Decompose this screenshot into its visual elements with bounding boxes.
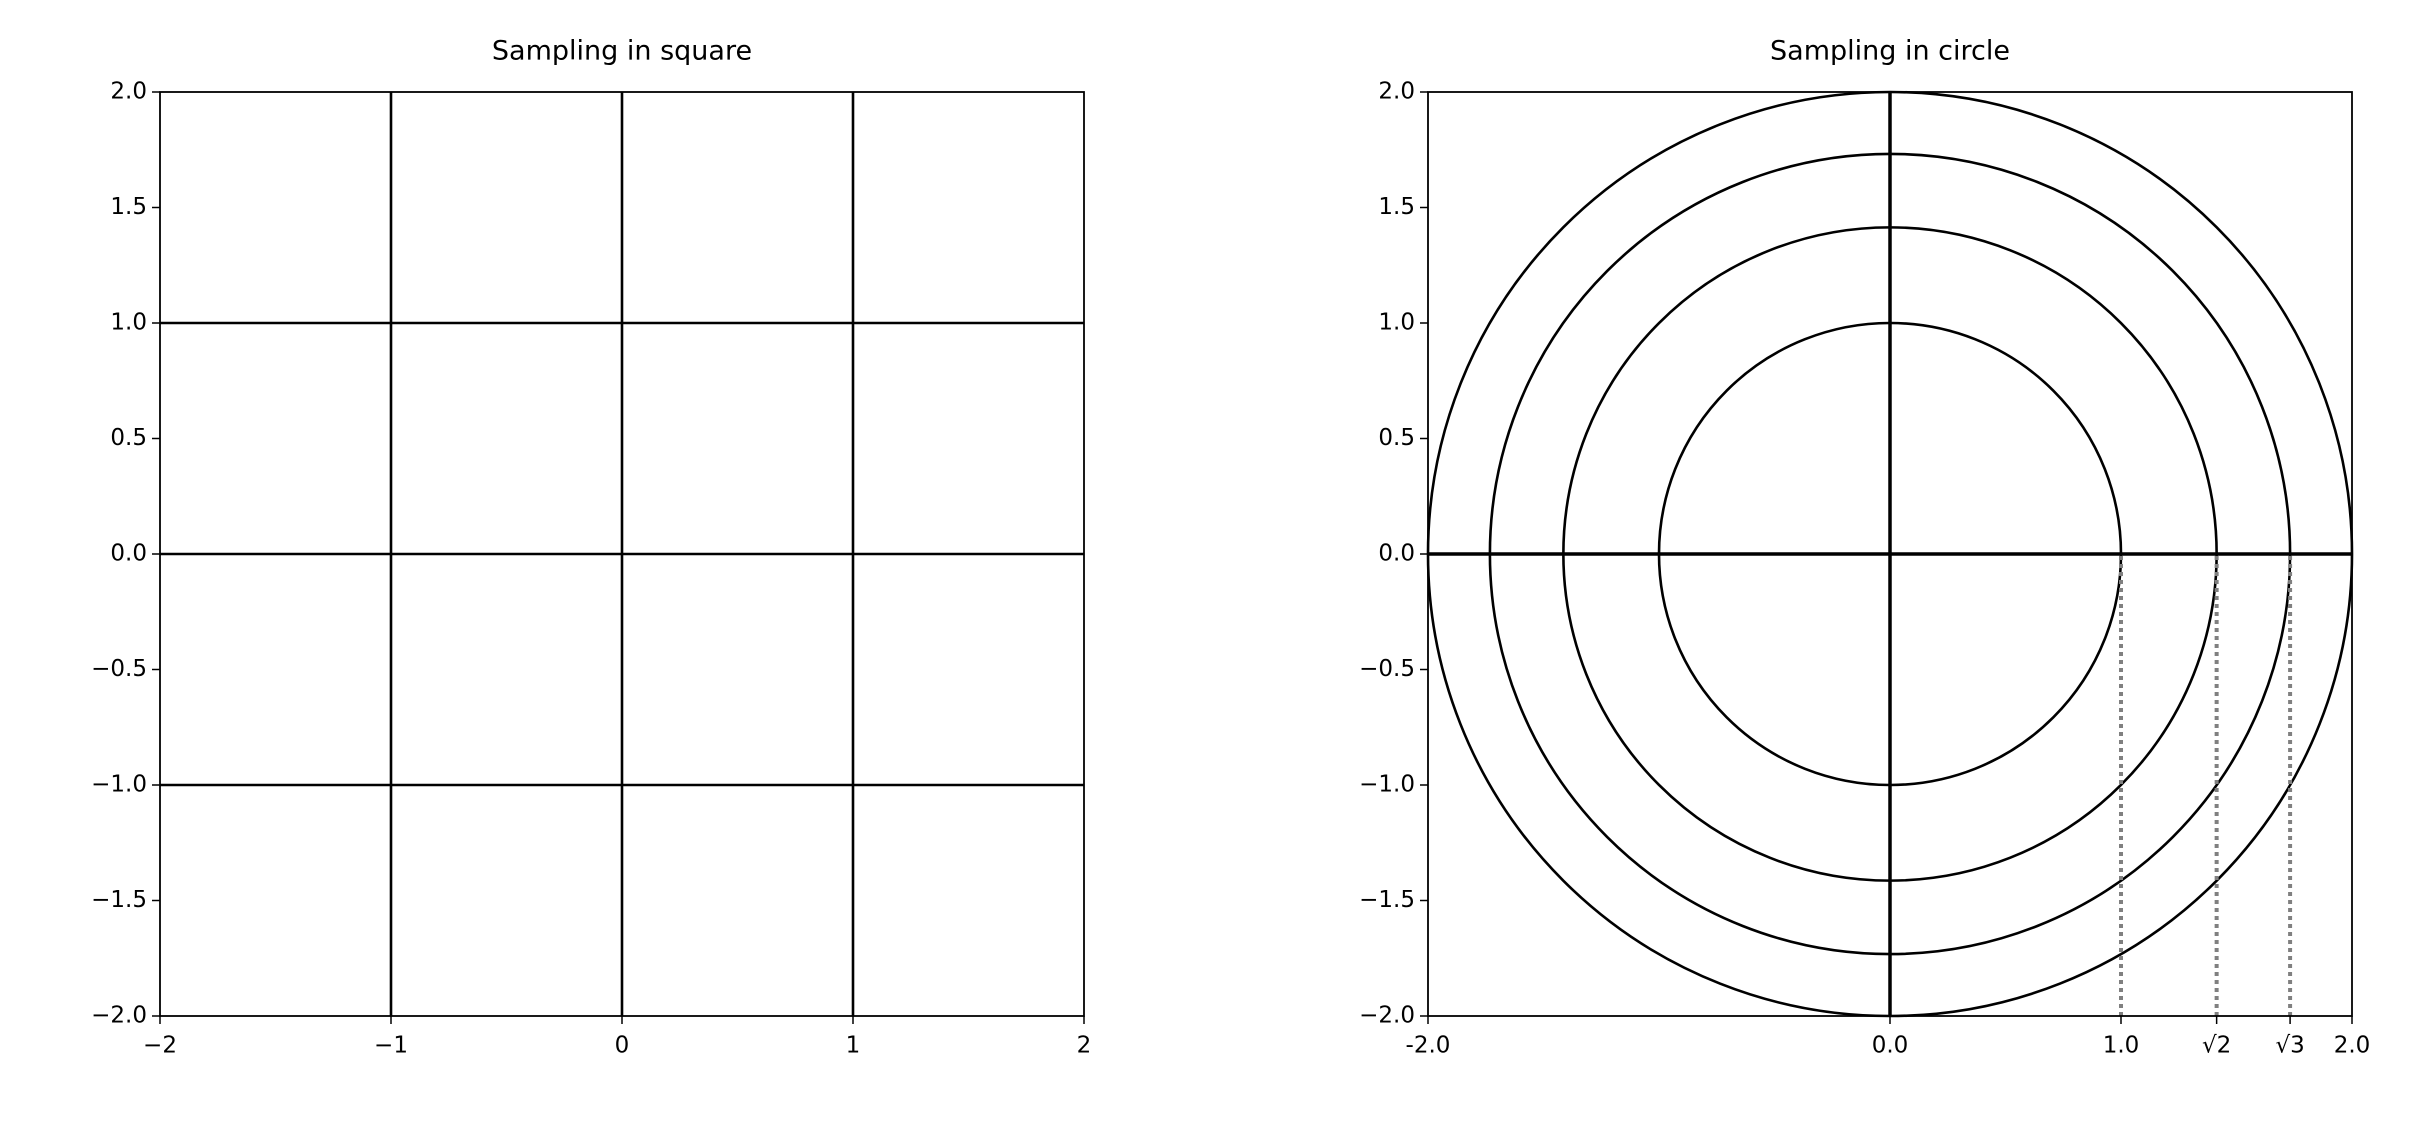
axes-frame bbox=[159, 91, 1085, 1017]
y-tick-label: −1.0 bbox=[91, 772, 147, 798]
x-tick-label: √2 bbox=[2202, 1033, 2231, 1059]
y-tick-label: 2.0 bbox=[1378, 79, 1415, 105]
y-tick-label: −2.0 bbox=[1359, 1003, 1415, 1029]
x-tick-label: 0.0 bbox=[1872, 1033, 1909, 1059]
y-tick-label: 0.5 bbox=[110, 425, 147, 451]
y-tick-label: 2.0 bbox=[110, 79, 147, 105]
x-tick-label: 0 bbox=[615, 1033, 630, 1059]
x-tick-label: −2 bbox=[143, 1033, 177, 1059]
y-tick-label: 1.5 bbox=[110, 194, 147, 220]
chart-title: Sampling in square bbox=[492, 36, 752, 67]
x-tick-label: 2.0 bbox=[2334, 1033, 2371, 1059]
x-tick-label: √3 bbox=[2275, 1033, 2304, 1059]
x-tick-label: 1.0 bbox=[2103, 1033, 2140, 1059]
y-tick-label: 1.0 bbox=[110, 310, 147, 336]
x-tick-label: 1 bbox=[846, 1033, 861, 1059]
y-tick-label: −1.0 bbox=[1359, 772, 1415, 798]
y-tick-label: −1.5 bbox=[1359, 887, 1415, 913]
y-tick-label: −0.5 bbox=[1359, 656, 1415, 682]
y-tick-label: −2.0 bbox=[91, 1003, 147, 1029]
y-tick-label: 1.0 bbox=[1378, 310, 1415, 336]
y-tick-label: 0.0 bbox=[110, 541, 147, 567]
y-tick-label: −0.5 bbox=[91, 656, 147, 682]
y-tick-label: −1.5 bbox=[91, 887, 147, 913]
x-tick-label: −1 bbox=[374, 1033, 408, 1059]
y-tick-label: 0.5 bbox=[1378, 425, 1415, 451]
x-tick-label: -2.0 bbox=[1406, 1033, 1451, 1059]
x-tick-label: 2 bbox=[1077, 1033, 1092, 1059]
y-tick-label: 0.0 bbox=[1378, 541, 1415, 567]
axes-frame bbox=[1427, 91, 2353, 1017]
chart-title: Sampling in circle bbox=[1770, 36, 2010, 67]
y-tick-label: 1.5 bbox=[1378, 194, 1415, 220]
